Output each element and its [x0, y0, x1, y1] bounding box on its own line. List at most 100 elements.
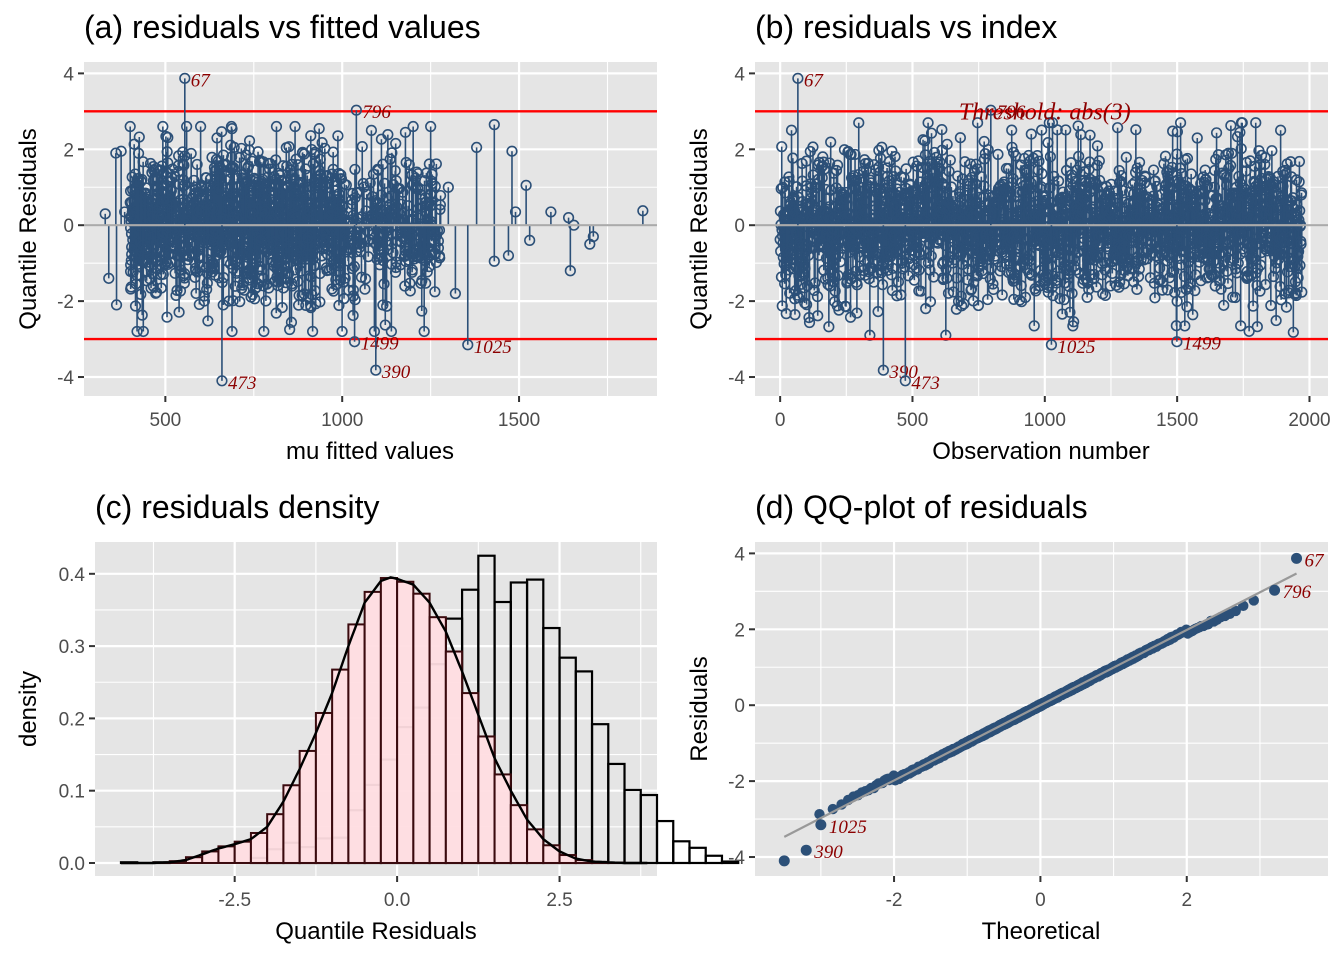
residual-point [849, 148, 861, 161]
outlier-label: 67 [191, 70, 212, 91]
residual-point [809, 277, 821, 289]
residual-point [919, 135, 931, 147]
y-tick-label: 4 [63, 64, 74, 85]
residual-point [177, 197, 189, 209]
residual-point [900, 163, 912, 175]
residual-point [186, 192, 198, 205]
residual-point [1033, 155, 1045, 167]
residual-point [962, 175, 975, 187]
residual-point [829, 285, 841, 297]
residual-point [254, 154, 266, 166]
residual-point [305, 130, 317, 142]
residual-point [359, 283, 371, 295]
residual-point [160, 130, 172, 143]
residual-point [817, 156, 830, 168]
residual-point [140, 243, 152, 255]
y-tick-label: 2 [63, 140, 74, 161]
residual-point [423, 158, 435, 170]
y-tick-label: 0 [63, 216, 74, 237]
residual-point [429, 286, 441, 298]
residual-point [380, 225, 392, 238]
residual-point [349, 163, 361, 176]
residual-point [252, 227, 264, 239]
residual-point [823, 321, 835, 333]
residual-point [170, 289, 182, 302]
residual-point [264, 157, 276, 170]
residual-point [215, 162, 227, 175]
y-tick-label: -2 [57, 292, 74, 313]
residual-point [326, 283, 338, 295]
residual-point [418, 325, 430, 338]
residual-point [270, 207, 282, 220]
outlier-point [348, 336, 361, 348]
residual-point [259, 205, 271, 217]
residual-point [1044, 151, 1056, 163]
residual-point [169, 170, 181, 183]
residual-point [303, 291, 315, 304]
residual-point [270, 120, 283, 133]
residual-point [319, 142, 331, 155]
residual-point [982, 293, 994, 306]
residual-point [253, 211, 265, 223]
residual-point [356, 141, 368, 153]
residual-point [135, 288, 147, 300]
residual-point [189, 256, 201, 268]
residual-point [195, 120, 207, 133]
residual-point [385, 325, 397, 338]
residual-point [808, 284, 820, 296]
residual-point [378, 278, 390, 290]
residual-point [298, 181, 310, 194]
panel-a-xlabel: mu fitted values [286, 438, 454, 465]
residual-point [801, 299, 813, 311]
x-tick-label: 500 [150, 410, 182, 431]
residual-point [293, 218, 305, 230]
residual-point [430, 158, 442, 170]
residual-point [420, 199, 432, 211]
residual-point [260, 295, 272, 307]
residual-point [911, 160, 923, 172]
panel-residuals-vs-fitted: (a) residuals vs fitted values 67 796 1499… [15, 9, 657, 465]
panel-a-ylabel: Quantile Residuals [15, 128, 42, 329]
residual-point [246, 242, 258, 254]
residual-point [1019, 291, 1032, 303]
residual-point [200, 199, 212, 211]
residual-point [171, 284, 183, 297]
residual-point [506, 145, 518, 157]
residual-point [415, 277, 427, 289]
residual-point [335, 173, 348, 185]
residual-point [976, 202, 988, 214]
residual-point [406, 228, 419, 241]
residual-point [944, 154, 956, 166]
residual-point [268, 260, 280, 272]
residual-point [309, 146, 321, 158]
residual-point [783, 175, 795, 188]
residual-point [213, 183, 225, 195]
residual-point [488, 119, 500, 131]
residual-point [239, 228, 252, 240]
residual-point [288, 189, 300, 201]
residual-point [785, 124, 798, 136]
residual-point [151, 174, 163, 187]
residual-point [131, 325, 143, 338]
residual-point [153, 187, 165, 199]
residual-point [237, 183, 250, 196]
residual-point [333, 167, 345, 180]
residual-point [201, 283, 213, 296]
residual-point [338, 178, 350, 190]
residual-point [825, 264, 838, 276]
residual-point [404, 277, 416, 289]
residual-point [776, 141, 788, 153]
residual-point [202, 315, 214, 327]
residual-point [131, 178, 143, 190]
residual-point [365, 124, 377, 136]
residual-point [954, 132, 966, 144]
residual-point [889, 165, 902, 177]
residual-point [249, 293, 261, 305]
residual-point [1014, 294, 1026, 306]
residual-point [426, 177, 438, 190]
residual-point [1036, 124, 1048, 136]
residual-point [231, 267, 243, 279]
residual-point [1024, 155, 1036, 167]
residual-point [375, 205, 388, 217]
